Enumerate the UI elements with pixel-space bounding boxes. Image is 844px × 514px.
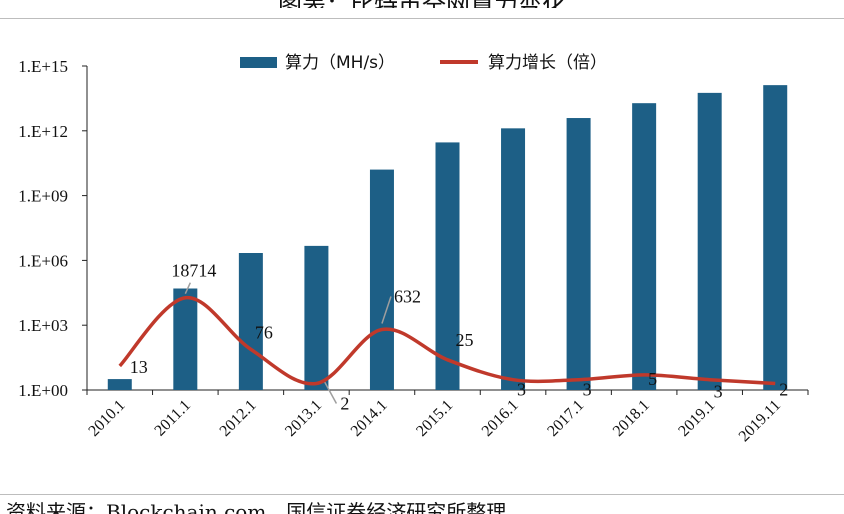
label-leader [184, 282, 192, 295]
bottom-divider [0, 494, 844, 495]
data-label: 76 [255, 322, 273, 342]
y-axis: 1.E+00 1.E+03 1.E+06 1.E+09 1.E+12 1.E+15 [18, 57, 88, 400]
legend-label-bar: 算力（MH/s） [285, 53, 395, 73]
bar [435, 142, 460, 390]
y-tick-label: 1.E+00 [18, 381, 68, 400]
data-label: 3 [583, 380, 592, 400]
x-tick-label: 2019.11 [736, 397, 784, 445]
label-leader [381, 296, 392, 324]
bar [501, 128, 526, 391]
data-label: 2 [340, 393, 349, 413]
x-axis: 2010.1 2011.1 2012.1 2013.1 2014.1 2015.1 2016… [85, 389, 809, 445]
bar [697, 92, 722, 390]
bar [173, 288, 198, 390]
x-tick-label: 2013.1 [282, 397, 325, 440]
x-tick-label: 2018.1 [610, 397, 653, 440]
data-label: 25 [456, 330, 474, 350]
bar [238, 253, 263, 390]
data-label: 18714 [171, 261, 216, 281]
chart-legend: 算力（MH/s） 算力增长（倍） [240, 53, 607, 73]
data-label: 13 [130, 357, 148, 377]
label-leader [323, 381, 338, 404]
legend-label-line: 算力增长（倍） [488, 53, 607, 73]
x-tick-label: 2010.1 [85, 397, 128, 440]
top-divider [0, 18, 844, 19]
label-leaders [184, 282, 392, 404]
x-tick-label: 2014.1 [348, 397, 391, 440]
y-tick-label: 1.E+03 [18, 316, 68, 335]
y-tick-label: 1.E+15 [18, 57, 68, 76]
y-tick-label: 1.E+06 [18, 251, 68, 270]
y-tick-label: 1.E+09 [18, 187, 68, 206]
x-tick-label: 2015.1 [413, 397, 456, 440]
source-note: 资料来源：Blockchain.com，国信证券经济研究所整理 [6, 500, 507, 514]
x-tick-label: 2011.1 [151, 397, 194, 440]
data-label: 3 [714, 382, 723, 402]
data-label: 5 [648, 369, 657, 389]
bar [632, 103, 657, 390]
bar-series [107, 85, 788, 391]
data-label: 632 [394, 287, 421, 307]
line-series [118, 295, 776, 386]
bar [107, 379, 132, 390]
data-labels: 13 18714 76 2 632 25 3 3 5 3 2 [130, 261, 788, 414]
data-label: 2 [779, 379, 788, 399]
x-tick-label: 2017.1 [544, 397, 587, 440]
bar [763, 85, 788, 390]
bar [304, 245, 329, 390]
chart: 算力（MH/s） 算力增长（倍） 1.E+001.E+031.E+061.E+0… [18, 53, 809, 445]
bar [369, 169, 394, 390]
x-tick-label: 2016.1 [479, 397, 522, 440]
series-line [118, 295, 776, 386]
y-tick-label: 1.E+12 [18, 122, 68, 141]
page-title: 图表：比特币全网算力变化 [0, 0, 844, 8]
legend-swatch-bar [240, 57, 277, 68]
x-tick-label: 2012.1 [217, 397, 260, 440]
data-label: 3 [517, 380, 526, 400]
bar [566, 118, 591, 390]
x-tick-label: 2019.1 [675, 397, 718, 440]
